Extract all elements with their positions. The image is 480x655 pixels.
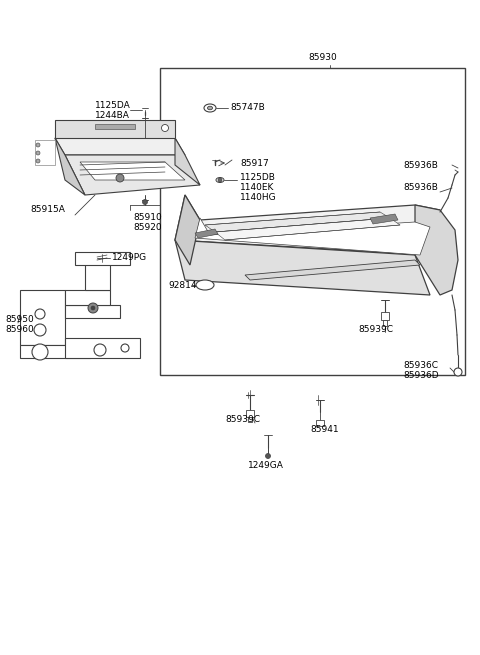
- Text: 85939C: 85939C: [358, 326, 393, 335]
- Text: 1125DB: 1125DB: [240, 174, 276, 183]
- Ellipse shape: [196, 280, 214, 290]
- Circle shape: [121, 344, 129, 352]
- Circle shape: [94, 344, 106, 356]
- Polygon shape: [215, 218, 400, 240]
- Text: 85930: 85930: [308, 54, 337, 62]
- Text: 1249PG: 1249PG: [112, 253, 147, 263]
- Polygon shape: [195, 229, 218, 238]
- Polygon shape: [246, 410, 254, 417]
- Polygon shape: [65, 290, 110, 305]
- Text: 85936B: 85936B: [403, 183, 438, 193]
- Circle shape: [218, 178, 222, 182]
- Polygon shape: [370, 214, 398, 224]
- Polygon shape: [80, 162, 185, 180]
- Text: 85960: 85960: [5, 326, 34, 335]
- Polygon shape: [205, 212, 390, 232]
- Polygon shape: [383, 320, 387, 326]
- Text: 85936C: 85936C: [403, 360, 438, 369]
- Polygon shape: [65, 338, 140, 358]
- Circle shape: [36, 143, 40, 147]
- Polygon shape: [20, 345, 90, 358]
- Circle shape: [32, 344, 48, 360]
- Text: 1249GA: 1249GA: [248, 460, 284, 470]
- Text: 85915A: 85915A: [30, 206, 65, 214]
- Text: 92814: 92814: [168, 280, 196, 290]
- Text: 85936B: 85936B: [403, 160, 438, 170]
- Text: 85910: 85910: [133, 214, 162, 223]
- Polygon shape: [85, 262, 110, 290]
- Polygon shape: [175, 195, 200, 265]
- Ellipse shape: [216, 178, 224, 183]
- Ellipse shape: [204, 104, 216, 112]
- Polygon shape: [175, 138, 200, 185]
- Polygon shape: [415, 205, 458, 295]
- Circle shape: [88, 303, 98, 313]
- Circle shape: [36, 159, 40, 163]
- Polygon shape: [381, 312, 389, 320]
- Circle shape: [36, 151, 40, 155]
- Text: 85936D: 85936D: [403, 371, 439, 379]
- Text: 85941: 85941: [310, 426, 338, 434]
- Circle shape: [143, 200, 147, 204]
- Circle shape: [454, 368, 462, 376]
- Polygon shape: [65, 155, 200, 195]
- Circle shape: [35, 309, 45, 319]
- Text: 1140EK: 1140EK: [240, 183, 275, 193]
- Text: 1125DA: 1125DA: [95, 100, 131, 109]
- Polygon shape: [55, 138, 185, 155]
- Polygon shape: [316, 420, 324, 426]
- Text: 85920: 85920: [133, 223, 162, 233]
- Text: 1244BA: 1244BA: [95, 111, 130, 119]
- Text: 85747B: 85747B: [230, 102, 265, 111]
- Text: 85939C: 85939C: [225, 415, 260, 424]
- Circle shape: [34, 324, 46, 336]
- Polygon shape: [65, 305, 120, 318]
- Polygon shape: [245, 260, 420, 280]
- Polygon shape: [55, 120, 175, 138]
- Polygon shape: [195, 218, 430, 255]
- Text: 1140HG: 1140HG: [240, 193, 276, 202]
- Text: 85950: 85950: [5, 316, 34, 324]
- Polygon shape: [35, 140, 55, 165]
- Ellipse shape: [207, 106, 213, 110]
- Circle shape: [91, 306, 95, 310]
- Polygon shape: [175, 240, 430, 295]
- Polygon shape: [55, 138, 85, 195]
- Polygon shape: [95, 124, 135, 129]
- Circle shape: [265, 453, 271, 458]
- Polygon shape: [248, 417, 252, 422]
- Circle shape: [116, 174, 124, 182]
- Text: 85917: 85917: [240, 159, 269, 168]
- Polygon shape: [20, 290, 65, 345]
- Polygon shape: [175, 195, 440, 255]
- Circle shape: [161, 124, 168, 132]
- Bar: [160, 68, 465, 375]
- Polygon shape: [75, 252, 130, 265]
